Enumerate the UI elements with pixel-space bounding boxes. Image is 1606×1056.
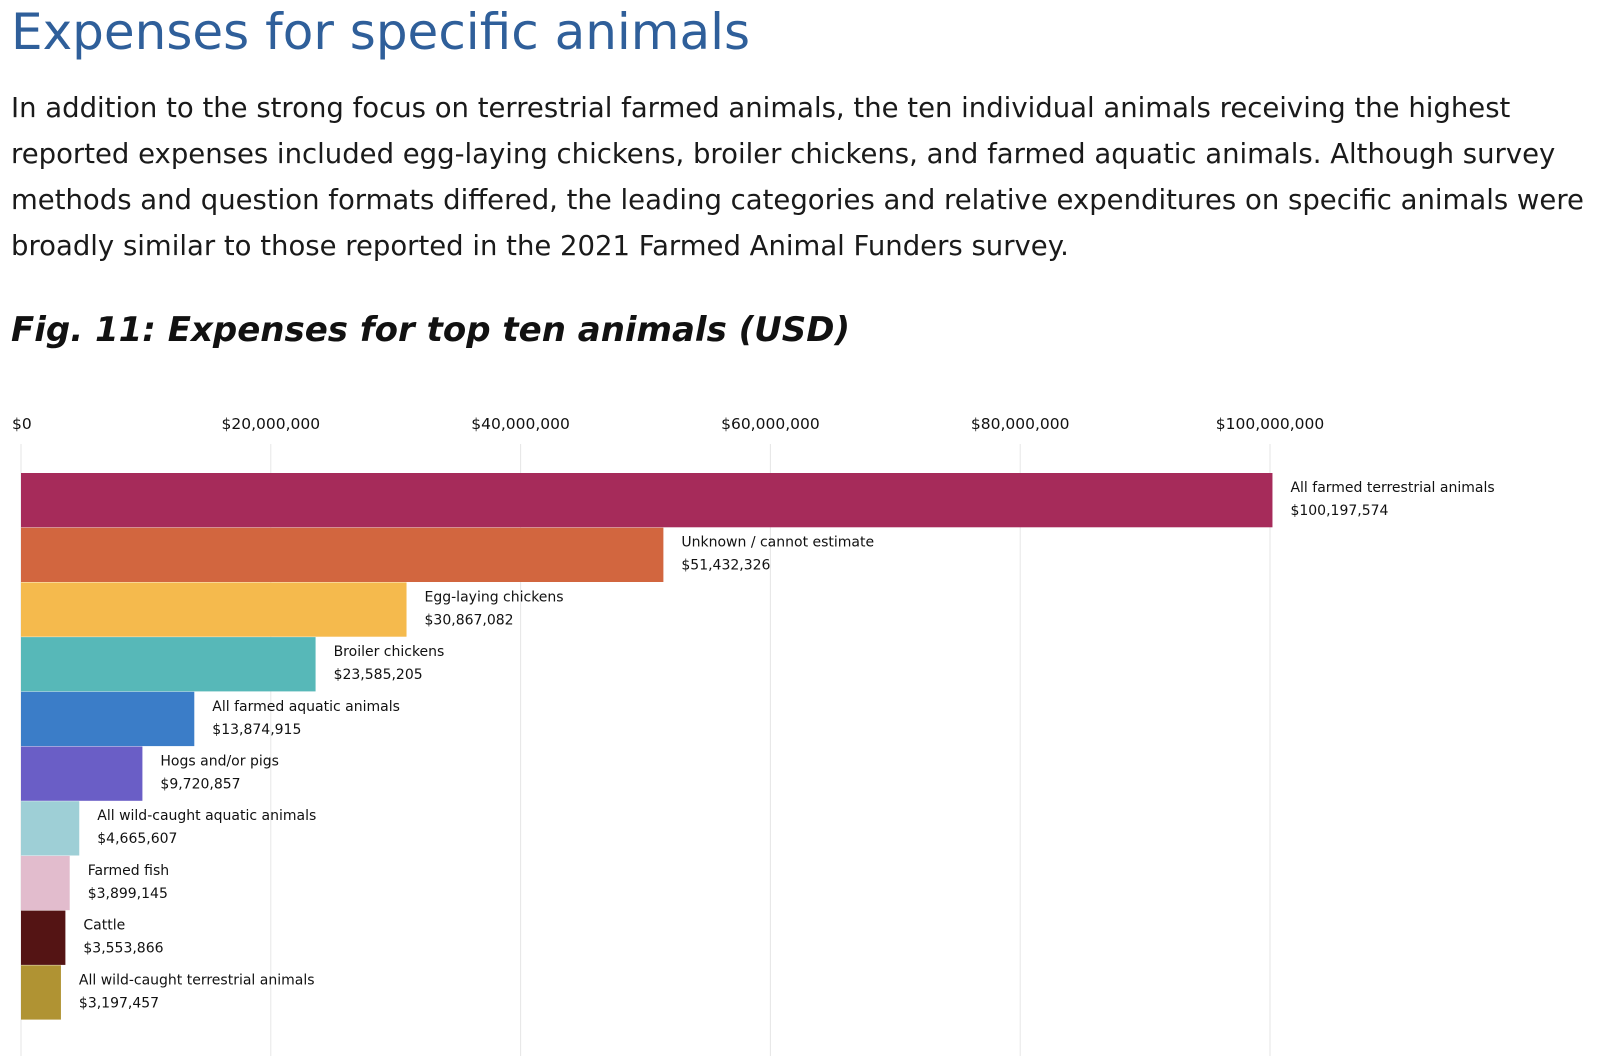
bar-value-label: $9,720,857 bbox=[160, 777, 240, 793]
bar bbox=[21, 910, 66, 965]
x-tick-label: $60,000,000 bbox=[721, 415, 820, 433]
x-tick-label: $80,000,000 bbox=[971, 415, 1070, 433]
bar-category-label: Hogs and/or pigs bbox=[160, 754, 279, 770]
bar-category-label: All farmed aquatic animals bbox=[212, 699, 400, 715]
bar-value-label: $4,665,607 bbox=[97, 831, 177, 847]
bar-value-label: $30,867,082 bbox=[425, 612, 514, 628]
expenses-bar-chart: $0 $20,000,000 $40,000,000 $60,000,000 $80,0… bbox=[12, 415, 1495, 1056]
x-tick-label: $0 bbox=[12, 415, 32, 433]
bar-value-label: $13,874,915 bbox=[212, 722, 301, 738]
bar bbox=[21, 473, 1273, 528]
bar bbox=[21, 965, 61, 1020]
bar-category-label: Unknown / cannot estimate bbox=[681, 535, 874, 551]
figure-caption: Fig. 11: Expenses for top ten animals (U… bbox=[11, 310, 851, 350]
bar-category-label: Egg-laying chickens bbox=[425, 589, 564, 605]
bar-value-label: $3,899,145 bbox=[88, 886, 168, 902]
bar bbox=[21, 582, 407, 637]
bar-value-label: $23,585,205 bbox=[334, 667, 423, 683]
bar-value-label: $51,432,326 bbox=[681, 558, 770, 574]
bar-value-label: $100,197,574 bbox=[1290, 503, 1388, 519]
intro-paragraph: In addition to the strong focus on terre… bbox=[11, 92, 1584, 262]
bar bbox=[21, 691, 195, 747]
page-title: Expenses for specific animals bbox=[11, 3, 751, 61]
bar-category-label: All wild-caught aquatic animals bbox=[97, 808, 316, 824]
bar-value-label: $3,197,457 bbox=[79, 995, 159, 1011]
bar-category-label: All wild-caught terrestrial animals bbox=[79, 972, 315, 988]
bar bbox=[21, 527, 664, 582]
bar-category-label: Farmed fish bbox=[88, 863, 169, 879]
bar bbox=[21, 637, 316, 692]
bar-category-label: Cattle bbox=[83, 918, 125, 934]
bar-value-label: $3,553,866 bbox=[83, 941, 163, 957]
x-tick-label: $40,000,000 bbox=[471, 415, 570, 433]
bar bbox=[21, 855, 70, 911]
bar bbox=[21, 746, 143, 801]
x-tick-label: $100,000,000 bbox=[1216, 415, 1324, 433]
bar-category-label: Broiler chickens bbox=[334, 644, 445, 660]
bar bbox=[21, 801, 80, 856]
bar-category-label: All farmed terrestrial animals bbox=[1290, 480, 1494, 496]
x-tick-label: $20,000,000 bbox=[221, 415, 320, 433]
